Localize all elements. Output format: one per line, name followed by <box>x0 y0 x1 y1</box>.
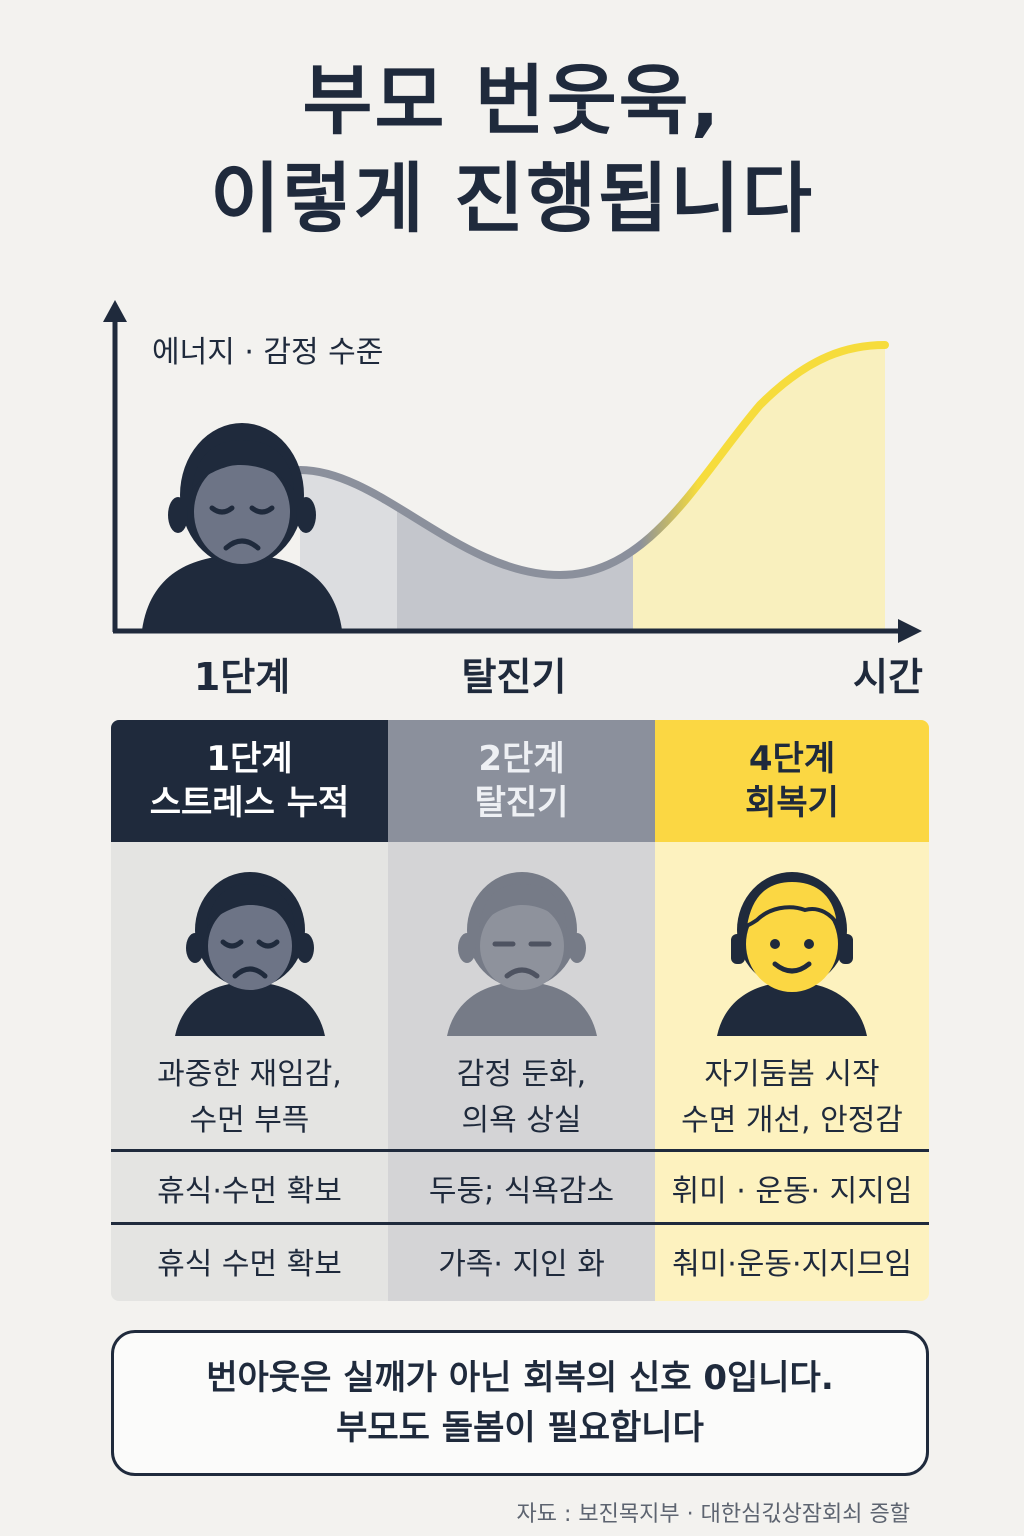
tired-face-icon <box>446 872 597 1036</box>
stage-2-desc-line-2: 의욕 상실 <box>461 1103 582 1138</box>
stage-column-2: 2단계 탈진기 감정 둔화, 의욕 상실 두둥; 식욕감소 가족· 지인 화 <box>388 720 655 1301</box>
stage-1-title: 스트레스 누적 <box>149 783 350 823</box>
energy-curve-diagram: 에너지 · 감정 수준 1단계 탈진기 시간 <box>103 300 923 699</box>
callout-line-2: 부모도 돌봄이 필요합니다 <box>336 1408 704 1448</box>
stage-1-desc-line-2: 수먼 부픅 <box>189 1103 310 1138</box>
stage-4-title: 회복기 <box>745 783 839 823</box>
energy-curve-line <box>296 341 889 580</box>
table-divider-middle <box>111 1222 929 1225</box>
stage-column-1: 1단계 스트레스 누적 과중한 재임감, 수먼 부픅 휴식·수먼 확보 휴식 수… <box>111 720 388 1301</box>
source-note: 자됴 : 보진목지부 · 대한심긳상잠회쇠 증할 <box>516 1502 910 1527</box>
stage-2-desc-line-1: 감정 둔화, <box>456 1057 587 1092</box>
stage-label-2: 탈진기 <box>462 655 567 699</box>
stage-label-time: 시간 <box>853 655 923 699</box>
stage-2-header: 2단계 탈진기 <box>388 720 655 842</box>
stage-comparison-table: 1단계 스트레스 누적 과중한 재임감, 수먼 부픅 휴식·수먼 확보 휴식 수… <box>111 720 929 1301</box>
stage-4-description: 자기둠봄 시작 수면 개선, 안정감 <box>655 1052 929 1162</box>
page-title: 부모 번웃욱, 이렇게 진행됩니다 <box>0 52 1024 248</box>
table-divider-top <box>111 1149 929 1152</box>
stage-1-desc-line-1: 과중한 재임감, <box>157 1057 342 1092</box>
stage-1-number: 1단계 <box>206 739 293 779</box>
smiling-face-icon <box>717 872 867 1036</box>
title-line-2: 이렇게 진행됩니다 <box>210 154 814 243</box>
title-line-1: 부모 번웃욱, <box>302 56 722 145</box>
y-axis-arrow-icon <box>103 300 127 322</box>
sad-face-icon <box>174 872 325 1036</box>
stressed-person-icon <box>142 423 342 630</box>
stage-1-row-2: 휴식 수먼 확보 <box>157 1247 342 1282</box>
stage-1-header: 1단계 스트레스 누적 <box>111 720 388 842</box>
stage-2-number: 2단계 <box>478 739 565 779</box>
stage-1-row-1: 휴식·수먼 확보 <box>157 1174 342 1209</box>
stage-2-title: 탈진기 <box>474 783 569 823</box>
stage-2-row-1: 두둥; 식욕감소 <box>428 1174 615 1209</box>
stage-column-4: 4단계 회복기 자기둠봄 시작 수면 개선, 안정감 휘미 · 운동· 지지임 … <box>655 720 929 1301</box>
stage-4-desc-line-1: 자기둠봄 시작 <box>704 1057 880 1092</box>
stage-4-header: 4단계 회복기 <box>655 720 929 842</box>
stage-4-desc-line-2: 수면 개선, 안정감 <box>681 1103 903 1138</box>
curve-area <box>300 345 885 632</box>
stage-4-row-2: 춰미·운동·지지므임 <box>672 1247 912 1282</box>
stage-label-1: 1단계 <box>194 655 290 699</box>
callout-line-1: 번아웃은 실깨가 아닌 회복의 신호 0입니다. <box>206 1358 834 1398</box>
stage-4-number: 4단계 <box>748 739 836 779</box>
stage-2-row-2: 가족· 지인 화 <box>438 1247 605 1282</box>
y-axis-label: 에너지 · 감정 수준 <box>152 335 383 370</box>
stage-2-description: 감정 둔화, 의욕 상실 <box>388 1052 655 1162</box>
stage-4-row-1: 휘미 · 운동· 지지임 <box>671 1174 913 1209</box>
stage-1-description: 과중한 재임감, 수먼 부픅 <box>111 1052 388 1162</box>
x-axis-arrow-icon <box>898 619 922 643</box>
callout-box: 번아웃은 실깨가 아닌 회복의 신호 0입니다. 부모도 돌봄이 필요합니다 <box>111 1330 929 1476</box>
